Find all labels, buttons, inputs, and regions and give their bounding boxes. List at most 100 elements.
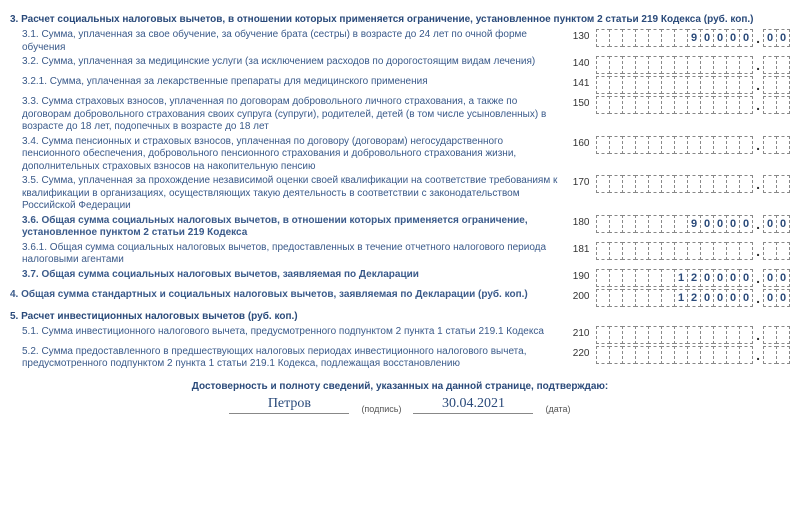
int-cells-digit[interactable] — [739, 242, 753, 260]
int-cells-digit[interactable] — [726, 56, 740, 74]
int-cells-digit[interactable] — [648, 175, 662, 193]
int-cells-digit[interactable] — [622, 76, 636, 94]
int-cells-digit[interactable] — [596, 175, 610, 193]
int-cells-digit[interactable] — [635, 96, 649, 114]
int-cells-digit[interactable] — [648, 326, 662, 344]
int-cells-digit[interactable] — [700, 242, 714, 260]
int-cells-digit[interactable] — [700, 136, 714, 154]
frac-cells-digit[interactable] — [763, 136, 777, 154]
int-cells-digit[interactable] — [609, 242, 623, 260]
int-cells-digit[interactable]: 0 — [739, 289, 753, 307]
int-cells-digit[interactable] — [661, 215, 675, 233]
int-cells-digit[interactable] — [687, 346, 701, 364]
int-cells-digit[interactable] — [661, 326, 675, 344]
int-cells-digit[interactable] — [700, 326, 714, 344]
frac-cells-digit[interactable]: 0 — [776, 269, 790, 287]
int-cells-digit[interactable] — [674, 96, 688, 114]
int-cells-digit[interactable] — [622, 289, 636, 307]
int-cells-digit[interactable]: 2 — [687, 289, 701, 307]
frac-cells-digit[interactable] — [763, 175, 777, 193]
int-cells-digit[interactable]: 0 — [713, 215, 727, 233]
int-cells-digit[interactable] — [635, 56, 649, 74]
int-cells-digit[interactable] — [648, 269, 662, 287]
int-cells-digit[interactable] — [661, 56, 675, 74]
int-cells-digit[interactable] — [739, 175, 753, 193]
int-cells-digit[interactable]: 0 — [726, 29, 740, 47]
int-cells-digit[interactable] — [700, 346, 714, 364]
int-cells-digit[interactable] — [609, 56, 623, 74]
int-cells-digit[interactable]: 0 — [700, 29, 714, 47]
int-cells-digit[interactable] — [687, 136, 701, 154]
frac-cells-digit[interactable] — [776, 346, 790, 364]
int-cells-digit[interactable] — [622, 242, 636, 260]
int-cells-digit[interactable] — [596, 136, 610, 154]
int-cells-digit[interactable] — [648, 56, 662, 74]
int-cells-digit[interactable] — [661, 76, 675, 94]
int-cells-digit[interactable] — [622, 326, 636, 344]
frac-cells-digit[interactable]: 0 — [776, 29, 790, 47]
int-cells-digit[interactable] — [609, 175, 623, 193]
int-cells-digit[interactable] — [609, 76, 623, 94]
int-cells-digit[interactable] — [635, 76, 649, 94]
int-cells-digit[interactable] — [661, 136, 675, 154]
frac-cells-digit[interactable] — [763, 346, 777, 364]
int-cells-digit[interactable] — [609, 29, 623, 47]
int-cells-digit[interactable] — [635, 175, 649, 193]
int-cells-digit[interactable] — [622, 269, 636, 287]
int-cells-digit[interactable]: 0 — [726, 215, 740, 233]
int-cells-digit[interactable]: 0 — [713, 269, 727, 287]
int-cells-digit[interactable] — [713, 96, 727, 114]
int-cells-digit[interactable] — [609, 96, 623, 114]
int-cells-digit[interactable]: 9 — [687, 215, 701, 233]
int-cells-digit[interactable] — [674, 76, 688, 94]
int-cells-digit[interactable]: 1 — [674, 269, 688, 287]
int-cells-digit[interactable] — [596, 346, 610, 364]
int-cells-digit[interactable]: 0 — [700, 215, 714, 233]
int-cells-digit[interactable] — [674, 346, 688, 364]
int-cells-digit[interactable] — [674, 29, 688, 47]
int-cells-digit[interactable] — [661, 29, 675, 47]
int-cells-digit[interactable] — [596, 56, 610, 74]
frac-cells-digit[interactable] — [776, 96, 790, 114]
int-cells-digit[interactable] — [661, 175, 675, 193]
int-cells-digit[interactable] — [713, 175, 727, 193]
int-cells-digit[interactable] — [622, 56, 636, 74]
int-cells-digit[interactable]: 0 — [700, 289, 714, 307]
int-cells-digit[interactable] — [635, 289, 649, 307]
int-cells-digit[interactable] — [726, 326, 740, 344]
signature-date[interactable]: 30.04.2021 — [413, 396, 533, 414]
int-cells-digit[interactable] — [674, 326, 688, 344]
int-cells-digit[interactable] — [622, 346, 636, 364]
int-cells-digit[interactable]: 1 — [674, 289, 688, 307]
int-cells-digit[interactable] — [700, 56, 714, 74]
int-cells-digit[interactable]: 0 — [700, 269, 714, 287]
int-cells-digit[interactable] — [661, 96, 675, 114]
int-cells-digit[interactable] — [674, 136, 688, 154]
int-cells-digit[interactable] — [726, 96, 740, 114]
int-cells-digit[interactable] — [609, 346, 623, 364]
int-cells-digit[interactable] — [648, 215, 662, 233]
int-cells-digit[interactable] — [635, 346, 649, 364]
int-cells-digit[interactable]: 0 — [713, 289, 727, 307]
int-cells-digit[interactable] — [596, 269, 610, 287]
int-cells-digit[interactable] — [596, 76, 610, 94]
frac-cells-digit[interactable]: 0 — [776, 289, 790, 307]
int-cells-digit[interactable] — [635, 215, 649, 233]
frac-cells-digit[interactable]: 0 — [763, 289, 777, 307]
int-cells-digit[interactable] — [609, 269, 623, 287]
int-cells-digit[interactable] — [713, 136, 727, 154]
int-cells-digit[interactable] — [739, 346, 753, 364]
int-cells-digit[interactable] — [648, 346, 662, 364]
frac-cells-digit[interactable] — [763, 326, 777, 344]
int-cells-digit[interactable] — [648, 96, 662, 114]
int-cells-digit[interactable] — [596, 29, 610, 47]
frac-cells-digit[interactable] — [763, 76, 777, 94]
int-cells-digit[interactable] — [596, 326, 610, 344]
int-cells-digit[interactable] — [674, 242, 688, 260]
int-cells-digit[interactable] — [700, 175, 714, 193]
int-cells-digit[interactable]: 0 — [726, 289, 740, 307]
int-cells-digit[interactable] — [648, 136, 662, 154]
int-cells-digit[interactable] — [726, 136, 740, 154]
int-cells-digit[interactable]: 0 — [739, 269, 753, 287]
int-cells-digit[interactable] — [687, 76, 701, 94]
